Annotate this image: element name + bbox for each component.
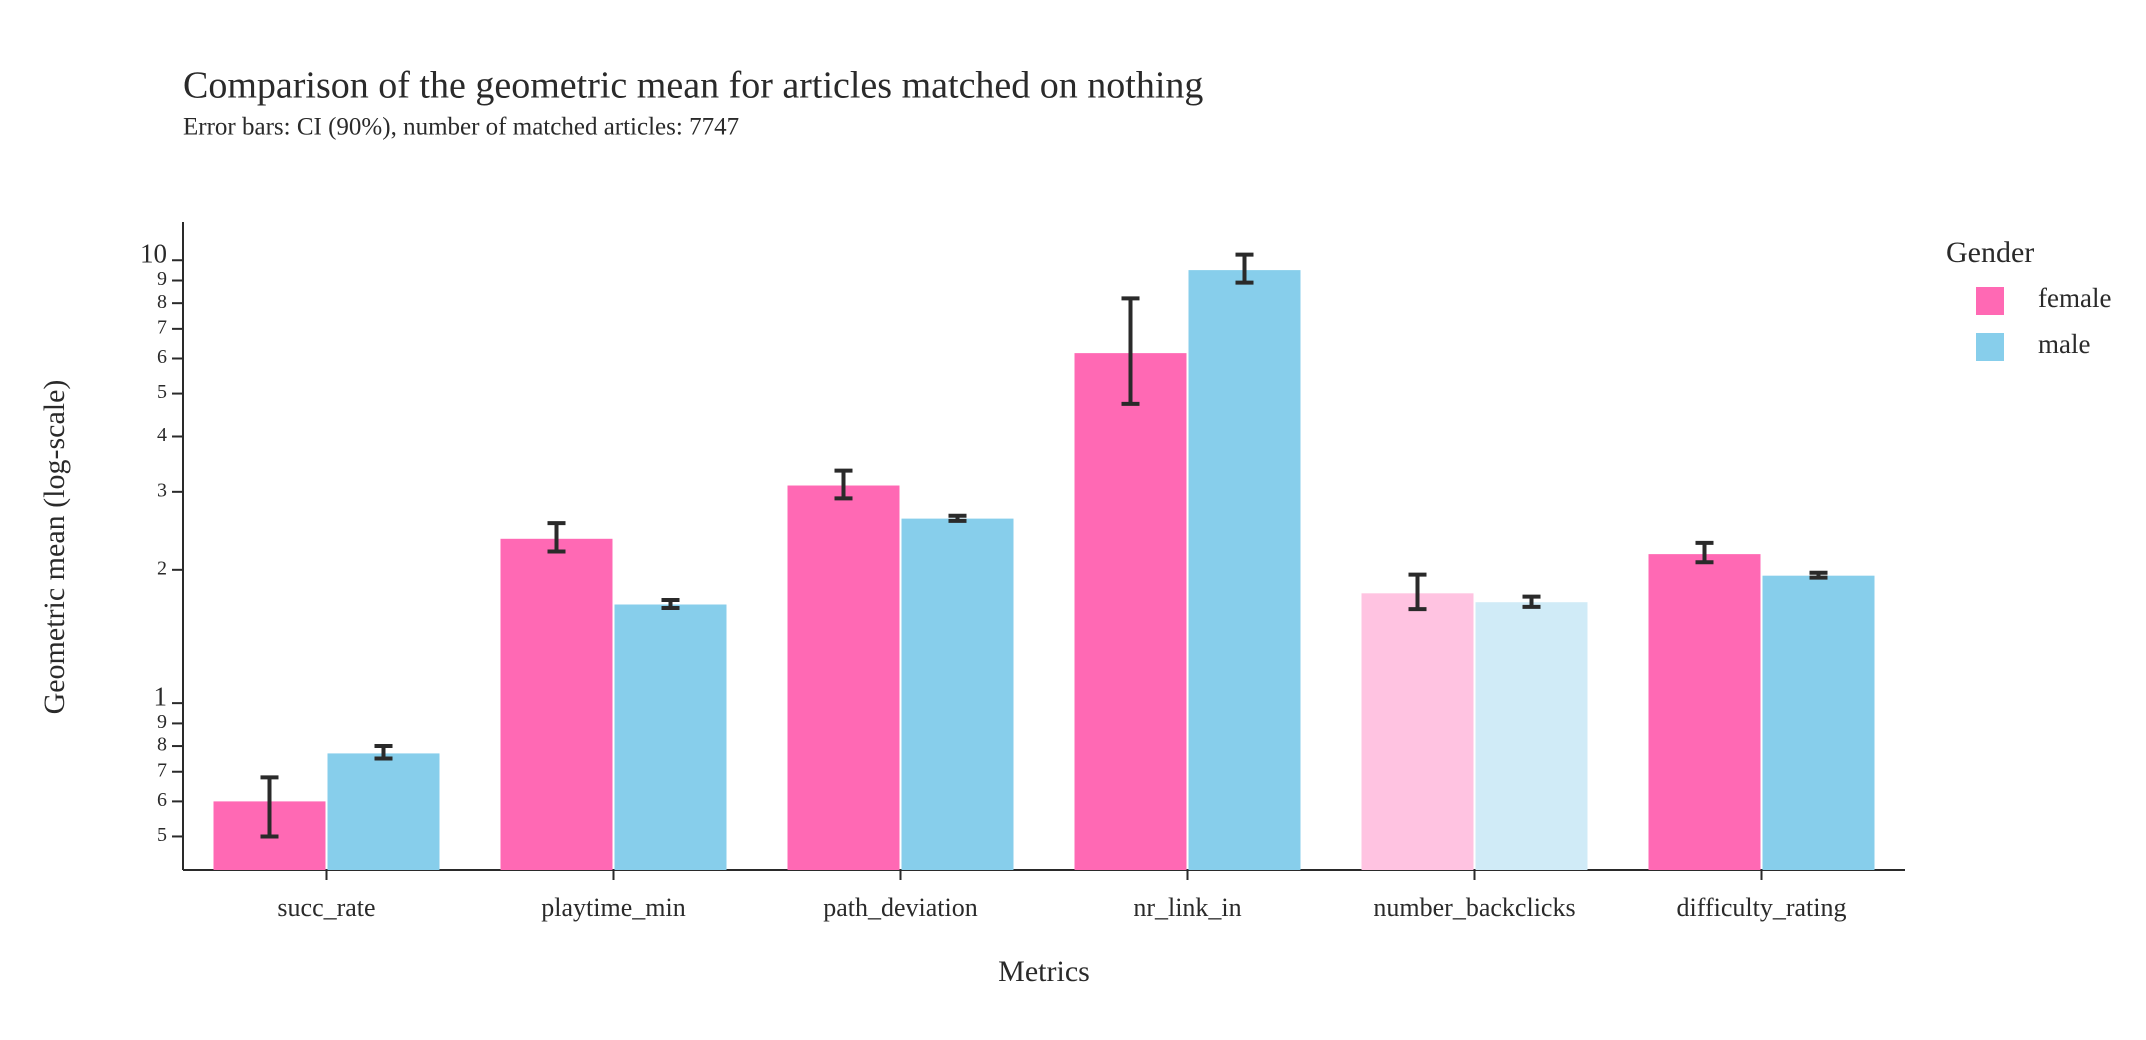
legend-title: Gender [1946, 236, 2034, 269]
legend-label: female [2038, 283, 2111, 313]
bar [901, 518, 1014, 870]
error-bar [1121, 296, 1140, 406]
y-tick-label: 8 [157, 291, 167, 313]
x-tick-label: succ_rate [277, 893, 375, 922]
y-tick-label: 4 [157, 424, 167, 446]
legend-swatch [1976, 333, 2004, 361]
x-tick-label: path_deviation [823, 893, 978, 922]
y-tick-label: 9 [157, 711, 167, 733]
bar [327, 753, 440, 870]
y-tick-label: 7 [157, 759, 167, 781]
y-axis-title: Geometric mean (log-scale) [38, 380, 71, 715]
bar [1648, 554, 1761, 870]
x-axis-title: Metrics [998, 955, 1090, 988]
error-bar [1695, 540, 1714, 565]
bar [1074, 353, 1187, 870]
error-bar [1408, 572, 1427, 612]
y-tick-label: 5 [157, 381, 167, 403]
error-bar [374, 744, 393, 761]
x-tick-label: number_backclicks [1373, 893, 1575, 922]
y-tick-label: 7 [157, 316, 167, 338]
chart-subtitle: Error bars: CI (90%), number of matched … [183, 114, 739, 141]
x-tick-label: playtime_min [541, 893, 685, 922]
error-bar [1809, 570, 1828, 580]
chart-title: Comparison of the geometric mean for art… [183, 65, 1203, 107]
x-tick-label: difficulty_rating [1677, 893, 1847, 922]
y-tick-label: 8 [157, 734, 167, 756]
y-tick-label: 10 [140, 238, 167, 268]
x-tick-label: nr_link_in [1133, 893, 1241, 922]
bar [500, 538, 613, 870]
y-tick-label: 2 [157, 557, 167, 579]
error-bar [661, 597, 680, 610]
y-tick-label: 3 [157, 479, 167, 501]
error-bar [1235, 252, 1254, 285]
error-bar [547, 521, 566, 554]
error-bar [834, 468, 853, 501]
bar [1762, 575, 1875, 870]
bar [614, 604, 727, 870]
error-bar [260, 775, 279, 839]
legend-swatch [1976, 287, 2004, 315]
bar [787, 485, 900, 870]
y-tick-label: 9 [157, 268, 167, 290]
y-tick-label: 6 [157, 346, 167, 368]
y-tick-label: 6 [157, 789, 167, 811]
error-bar [1522, 594, 1541, 609]
y-tick-label: 5 [157, 824, 167, 846]
error-bar [948, 513, 967, 523]
y-tick-label: 1 [154, 681, 168, 711]
bar [1188, 270, 1301, 870]
bar [1475, 602, 1588, 870]
bar [1361, 593, 1474, 870]
legend-label: male [2038, 329, 2090, 359]
